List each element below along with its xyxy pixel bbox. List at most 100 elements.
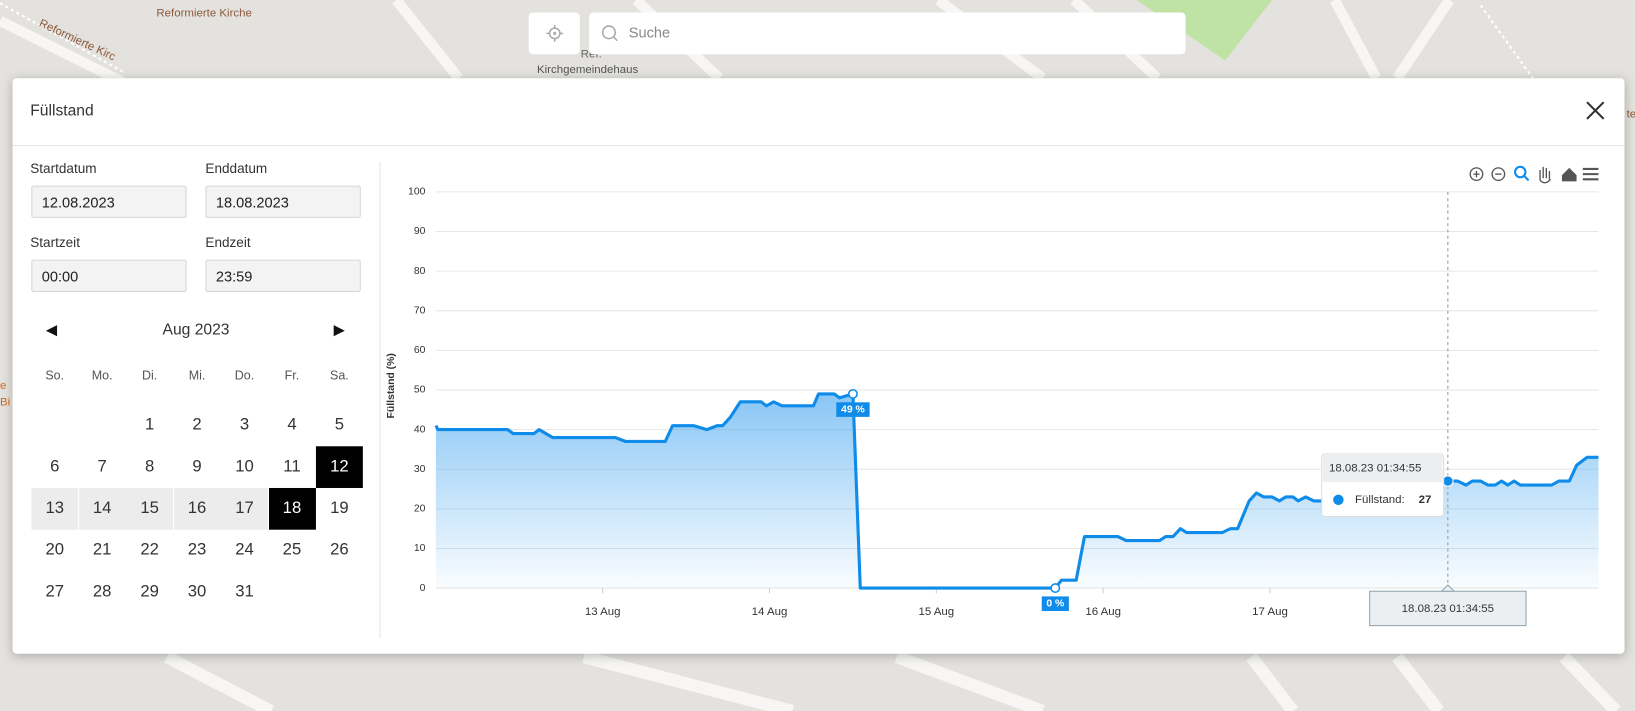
start-time-label: Startzeit — [30, 234, 80, 251]
weekday: Do. — [234, 368, 255, 383]
start-time-input[interactable]: 00:00 — [31, 259, 187, 292]
x-tick-label: 16 Aug — [1085, 606, 1121, 618]
start-date-input[interactable]: 12.08.2023 — [31, 185, 187, 218]
tooltip-marker — [1333, 494, 1344, 506]
hover-point — [1442, 475, 1454, 487]
pan[interactable] — [1539, 166, 1552, 184]
calendar-day[interactable]: 29 — [140, 582, 159, 601]
calendar-day[interactable]: 26 — [330, 541, 349, 559]
data-label: 49 % — [841, 404, 865, 415]
tooltip: 18.08.23 01:34:55 Füllstand: 27 — [1321, 453, 1445, 518]
calendar-day[interactable]: 10 — [235, 457, 254, 476]
modal-title: Füllstand — [30, 102, 94, 120]
calendar-day[interactable]: 24 — [235, 541, 254, 559]
data-point — [1050, 583, 1061, 594]
calendar-day[interactable]: 15 — [126, 487, 174, 530]
calendar-day[interactable]: 12 — [315, 446, 363, 488]
prev-month[interactable]: ◀ — [45, 321, 58, 338]
y-tick-label: 100 — [408, 187, 426, 198]
divider — [379, 161, 381, 639]
data-label-box — [836, 402, 870, 417]
end-time-input[interactable]: 23:59 — [205, 259, 361, 292]
search-placeholder: Suche — [628, 23, 671, 41]
locate-button[interactable] — [528, 12, 580, 55]
y-tick-label: 70 — [414, 305, 426, 316]
tooltip-title: 18.08.23 01:34:55 — [1329, 463, 1421, 475]
zoom-out[interactable] — [1491, 167, 1506, 182]
weekday: Sa. — [329, 368, 349, 383]
calendar-grid: So. Mo. Di. Mi. Do. Fr. Sa. 1 2 3 4 5 6 7 8 9 10 11 12 13 14… — [31, 360, 363, 631]
zoom-select[interactable] — [1514, 165, 1530, 182]
close-button[interactable] — [1584, 99, 1607, 122]
search-box[interactable]: Suche — [589, 12, 1186, 55]
calendar-day[interactable]: 3 — [239, 416, 250, 434]
data-label: 0 % — [1046, 598, 1064, 609]
path — [0, 2, 1534, 79]
map-label: te — [1627, 109, 1635, 121]
x-crosshair-label: 18.08.23 01:34:55 — [1402, 603, 1494, 615]
calendar-day[interactable]: 20 — [45, 541, 65, 559]
calendar-day[interactable]: 14 — [78, 487, 126, 530]
divider — [12, 144, 1625, 146]
calendar-day[interactable]: 11 — [283, 457, 301, 476]
y-tick-label: 80 — [414, 266, 426, 277]
end-date-input[interactable]: 18.08.2023 — [205, 185, 361, 218]
calendar-day[interactable]: 25 — [282, 541, 302, 559]
y-tick-label: 60 — [414, 345, 426, 356]
y-tick-label: 0 — [420, 583, 426, 594]
start-date-label: Startdatum — [30, 160, 97, 177]
calendar-day[interactable]: 30 — [187, 582, 207, 601]
calendar-day[interactable]: 28 — [92, 582, 112, 601]
y-tick-label: 30 — [414, 464, 426, 475]
x-crosshair-arrow — [1440, 584, 1456, 592]
x-tick-label: 14 Aug — [752, 606, 788, 618]
chart-toolbar — [1469, 165, 1599, 184]
calendar-day[interactable]: 27 — [45, 582, 65, 601]
locate-icon — [546, 25, 564, 42]
next-month[interactable]: ▶ — [333, 321, 345, 338]
calendar-day[interactable]: 8 — [144, 457, 155, 476]
weekday: Di. — [141, 368, 158, 383]
y-tick-label: 10 — [414, 543, 426, 554]
calendar-day[interactable]: 13 — [31, 487, 79, 530]
end-time-label: Endzeit — [205, 234, 251, 251]
y-tick-label: 40 — [414, 424, 426, 435]
road — [163, 650, 1621, 711]
calendar-day[interactable]: 31 — [235, 582, 254, 601]
calendar-day[interactable]: 21 — [92, 541, 112, 559]
tooltip-header — [1322, 455, 1443, 483]
map-label: Bi — [0, 397, 10, 409]
calendar-day[interactable]: 5 — [334, 416, 345, 434]
line — [434, 392, 1599, 590]
calendar-day[interactable]: 19 — [330, 499, 349, 518]
calendar-day[interactable]: 9 — [192, 457, 202, 476]
reset-zoom[interactable] — [1561, 167, 1577, 182]
tooltip-label: Füllstand: — [1355, 494, 1405, 506]
calendar-day[interactable]: 22 — [140, 541, 159, 559]
calendar-day[interactable]: 16 — [173, 487, 221, 530]
zoom-in[interactable] — [1469, 167, 1484, 182]
end-date-label: Enddatum — [205, 160, 268, 177]
weekday: Mi. — [188, 368, 206, 383]
calendar-day[interactable]: 6 — [50, 457, 60, 476]
calendar-day[interactable]: 23 — [187, 541, 207, 559]
calendar-day[interactable]: 7 — [97, 457, 107, 476]
calendar-day[interactable]: 18 — [268, 487, 316, 530]
calendar-day[interactable]: 2 — [192, 416, 202, 434]
weekday: Mo. — [91, 368, 113, 383]
weekday: Fr. — [284, 368, 300, 383]
tooltip-value: 27 — [1419, 494, 1432, 506]
calendar-day[interactable]: 4 — [287, 416, 297, 434]
menu[interactable] — [1582, 167, 1599, 181]
calendar-day[interactable]: 1 — [144, 416, 155, 434]
y-tick-label: 90 — [414, 226, 426, 237]
y-tick-label: 50 — [414, 385, 426, 396]
map-label: Kirchgemeindehaus — [537, 64, 639, 76]
calendar-day[interactable]: 17 — [221, 487, 268, 530]
x-crosshair-box — [1369, 590, 1527, 627]
y-axis-title: Füllstand (%) — [386, 353, 397, 418]
map-label: Reformierte Kirche — [156, 8, 251, 20]
